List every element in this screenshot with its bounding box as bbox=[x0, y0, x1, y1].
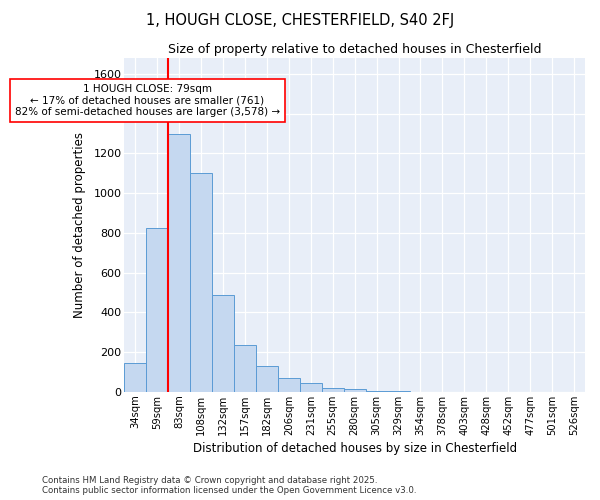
Bar bbox=[278, 378, 300, 392]
Bar bbox=[124, 363, 146, 392]
Bar bbox=[388, 391, 409, 392]
Bar bbox=[344, 389, 365, 392]
Text: 1, HOUGH CLOSE, CHESTERFIELD, S40 2FJ: 1, HOUGH CLOSE, CHESTERFIELD, S40 2FJ bbox=[146, 12, 454, 28]
Text: 1 HOUGH CLOSE: 79sqm
← 17% of detached houses are smaller (761)
82% of semi-deta: 1 HOUGH CLOSE: 79sqm ← 17% of detached h… bbox=[15, 84, 280, 117]
Bar bbox=[234, 345, 256, 392]
Bar bbox=[256, 366, 278, 392]
Bar bbox=[190, 174, 212, 392]
Y-axis label: Number of detached properties: Number of detached properties bbox=[73, 132, 86, 318]
Bar bbox=[168, 134, 190, 392]
Text: Contains HM Land Registry data © Crown copyright and database right 2025.
Contai: Contains HM Land Registry data © Crown c… bbox=[42, 476, 416, 495]
Bar bbox=[365, 391, 388, 392]
Title: Size of property relative to detached houses in Chesterfield: Size of property relative to detached ho… bbox=[168, 42, 541, 56]
Bar bbox=[212, 294, 234, 392]
Bar bbox=[300, 383, 322, 392]
Bar bbox=[322, 388, 344, 392]
X-axis label: Distribution of detached houses by size in Chesterfield: Distribution of detached houses by size … bbox=[193, 442, 517, 455]
Bar bbox=[146, 228, 168, 392]
